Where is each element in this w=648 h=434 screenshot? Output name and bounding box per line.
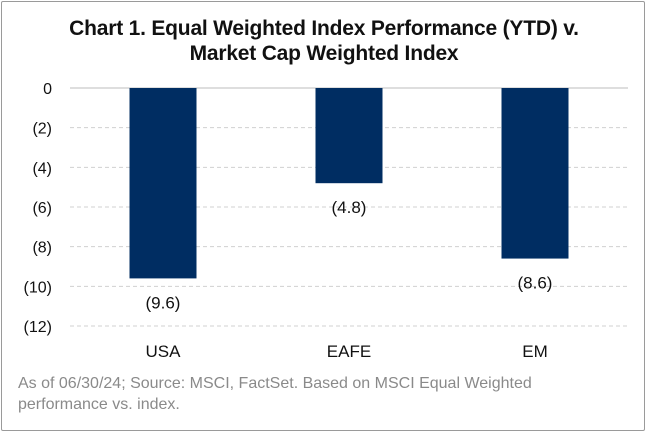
data-label-usa: (9.6): [146, 293, 181, 312]
chart-title-line-1: Chart 1. Equal Weighted Index Performanc…: [69, 17, 579, 40]
bar-usa: [129, 88, 197, 279]
category-label-em: EM: [522, 342, 548, 361]
y-tick-label: (12): [24, 319, 52, 336]
bar-em: [501, 88, 569, 259]
y-tick-label: (4): [32, 160, 52, 177]
y-tick-label: (6): [32, 200, 52, 217]
y-tick-label: (2): [32, 121, 52, 138]
chart-title: Chart 1. Equal Weighted Index Performanc…: [0, 16, 648, 66]
category-label-eafe: EAFE: [327, 342, 371, 361]
chart-footnote: As of 06/30/24; Source: MSCI, FactSet. B…: [18, 375, 532, 413]
chart-title-line-2: Market Cap Weighted Index: [189, 42, 459, 65]
data-label-eafe: (4.8): [332, 198, 367, 217]
y-tick-label: (10): [24, 279, 52, 296]
category-label-usa: USA: [146, 342, 182, 361]
bar-eafe: [315, 88, 383, 184]
y-tick-label: 0: [43, 81, 52, 98]
data-label-em: (8.6): [518, 274, 553, 293]
y-tick-label: (8): [32, 240, 52, 257]
